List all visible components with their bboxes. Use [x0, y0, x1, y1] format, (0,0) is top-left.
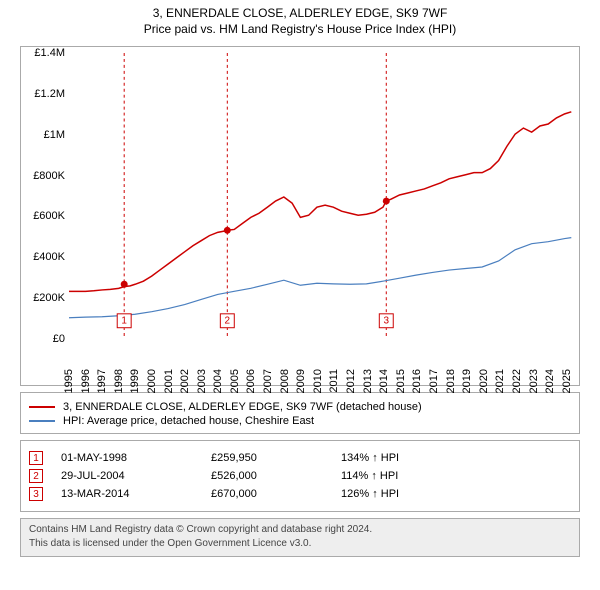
- x-tick-label: 2024: [544, 369, 556, 393]
- x-tick-label: 2016: [411, 369, 423, 393]
- title-address: 3, ENNERDALE CLOSE, ALDERLEY EDGE, SK9 7…: [0, 6, 600, 20]
- legend-row: HPI: Average price, detached house, Ches…: [29, 415, 571, 427]
- x-tick-label: 2003: [196, 369, 208, 393]
- event-row: 2 29-JUL-2004£526,000114% ↑ HPI: [29, 469, 571, 483]
- legend-swatch: [29, 406, 55, 408]
- y-tick-label: £800K: [21, 170, 65, 182]
- x-tick-label: 2020: [478, 369, 490, 393]
- chart-wrap: 1 2 3 £0 £200K £400K £600K £800K £1M £1.2M £1.4M 1…: [20, 46, 580, 386]
- x-tick-label: 2008: [279, 369, 291, 393]
- series-price_paid: [69, 112, 571, 292]
- event-badge: 2: [29, 469, 43, 483]
- footer: Contains HM Land Registry data © Crown c…: [20, 518, 580, 557]
- x-tick-label: 2018: [445, 369, 457, 393]
- x-tick-label: 2001: [163, 369, 175, 393]
- event-row: 1 01-MAY-1998£259,950134% ↑ HPI: [29, 451, 571, 465]
- x-tick-label: 2025: [561, 369, 573, 393]
- x-tick-label: 2012: [345, 369, 357, 393]
- y-tick-label: £0: [21, 333, 65, 345]
- event-dot: [224, 227, 231, 234]
- event-pct: 126% ↑ HPI: [341, 488, 571, 500]
- y-tick-label: £1M: [21, 129, 65, 141]
- legend: 3, ENNERDALE CLOSE, ALDERLEY EDGE, SK9 7…: [20, 392, 580, 434]
- series-hpi: [69, 238, 571, 318]
- event-pct: 114% ↑ HPI: [341, 470, 571, 482]
- x-tick-label: 2017: [428, 369, 440, 393]
- x-tick-label: 2014: [378, 369, 390, 393]
- footer-line2: This data is licensed under the Open Gov…: [29, 537, 571, 551]
- x-tick-label: 2013: [362, 369, 374, 393]
- event-price: £259,950: [211, 452, 341, 464]
- event-marker-label: 2: [225, 315, 231, 326]
- x-tick-label: 2019: [461, 369, 473, 393]
- legend-swatch: [29, 420, 55, 422]
- x-tick-label: 2005: [229, 369, 241, 393]
- plot-region: 1 2 3: [69, 53, 573, 337]
- event-pct: 134% ↑ HPI: [341, 452, 571, 464]
- x-tick-label: 1998: [113, 369, 125, 393]
- x-tick-label: 2000: [146, 369, 158, 393]
- event-price: £526,000: [211, 470, 341, 482]
- legend-label: 3, ENNERDALE CLOSE, ALDERLEY EDGE, SK9 7…: [63, 401, 422, 413]
- x-tick-label: 1997: [96, 369, 108, 393]
- y-tick-label: £400K: [21, 251, 65, 263]
- x-tick-label: 1999: [129, 369, 141, 393]
- y-tick-label: £1.2M: [21, 88, 65, 100]
- event-dot: [383, 198, 390, 205]
- x-tick-label: 1996: [80, 369, 92, 393]
- x-tick-label: 2021: [494, 369, 506, 393]
- x-tick-label: 1995: [63, 369, 75, 393]
- x-tick-label: 2022: [511, 369, 523, 393]
- x-tick-label: 2006: [245, 369, 257, 393]
- legend-row: 3, ENNERDALE CLOSE, ALDERLEY EDGE, SK9 7…: [29, 401, 571, 413]
- y-tick-label: £600K: [21, 210, 65, 222]
- x-tick-label: 2015: [395, 369, 407, 393]
- y-tick-label: £1.4M: [21, 47, 65, 59]
- legend-label: HPI: Average price, detached house, Ches…: [63, 415, 314, 427]
- event-date: 29-JUL-2004: [61, 470, 211, 482]
- title-block: 3, ENNERDALE CLOSE, ALDERLEY EDGE, SK9 7…: [0, 0, 600, 38]
- title-subtitle: Price paid vs. HM Land Registry's House …: [0, 22, 600, 36]
- event-row: 3 13-MAR-2014£670,000126% ↑ HPI: [29, 487, 571, 501]
- event-date: 01-MAY-1998: [61, 452, 211, 464]
- events-table: 1 01-MAY-1998£259,950134% ↑ HPI 2 29-JUL-20…: [20, 440, 580, 512]
- y-tick-label: £200K: [21, 292, 65, 304]
- chart-area: 1 2 3 £0 £200K £400K £600K £800K £1M £1.2M £1.4M 1…: [20, 46, 580, 386]
- event-marker-label: 3: [384, 315, 390, 326]
- x-tick-label: 2010: [312, 369, 324, 393]
- x-tick-label: 2007: [262, 369, 274, 393]
- x-tick-label: 2023: [528, 369, 540, 393]
- container: 3, ENNERDALE CLOSE, ALDERLEY EDGE, SK9 7…: [0, 0, 600, 557]
- x-tick-label: 2009: [295, 369, 307, 393]
- chart-svg: 1 2 3: [69, 53, 573, 337]
- x-tick-label: 2002: [179, 369, 191, 393]
- event-marker-label: 1: [121, 315, 127, 326]
- event-price: £670,000: [211, 488, 341, 500]
- footer-line1: Contains HM Land Registry data © Crown c…: [29, 523, 571, 537]
- event-badge: 3: [29, 487, 43, 501]
- event-badge: 1: [29, 451, 43, 465]
- event-date: 13-MAR-2014: [61, 488, 211, 500]
- x-tick-label: 2011: [328, 369, 340, 393]
- event-dot: [121, 281, 128, 288]
- x-tick-label: 2004: [212, 369, 224, 393]
